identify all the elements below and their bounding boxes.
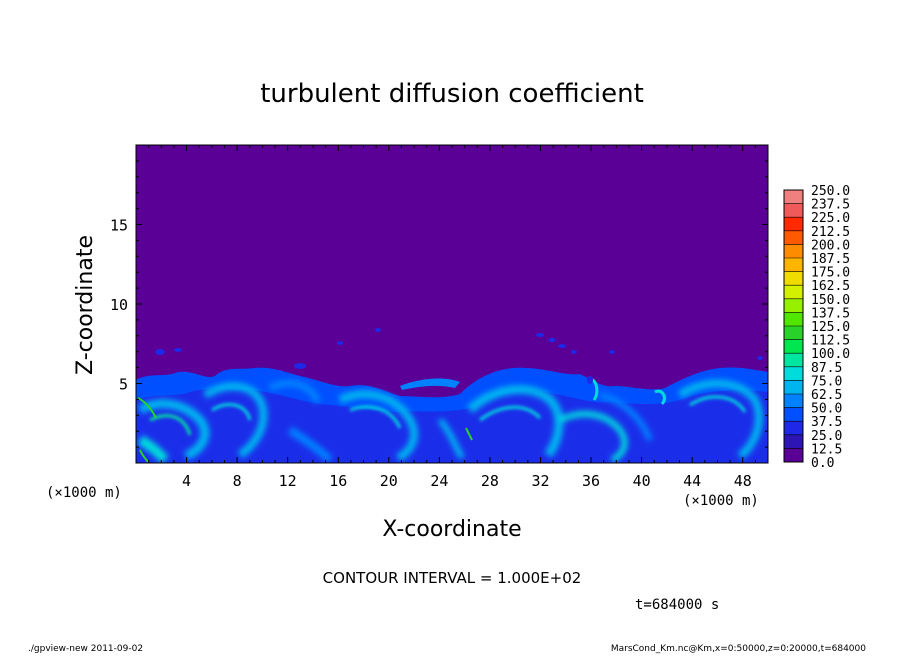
colorbar-label: 250.0 (811, 184, 850, 199)
contour-interval: CONTOUR INTERVAL = 1.000E+02 (323, 569, 582, 587)
y-unit-note: (×1000 m) (46, 485, 122, 501)
x-tick-label: 24 (430, 472, 448, 490)
upper-patches (155, 328, 763, 384)
colorbar-swatch (784, 217, 803, 232)
x-axis: 4 8 12 16 20 24 28 32 36 40 44 48 (135, 145, 769, 490)
x-tick-label: 28 (481, 472, 499, 490)
colorbar-swatch (784, 353, 803, 368)
colorbar-swatch (784, 339, 803, 354)
colorbar-label: 0.0 (811, 456, 834, 471)
colorbar-label: 125.0 (811, 320, 850, 335)
colorbar-label: 137.5 (811, 306, 850, 321)
colorbar-swatch (784, 326, 803, 341)
colorbar-label: 150.0 (811, 293, 850, 308)
colorbar-swatch (784, 203, 803, 218)
y-tick-label: 10 (110, 296, 128, 314)
x-tick-label: 20 (380, 472, 398, 490)
colorbar-swatch (784, 394, 803, 409)
x-unit-note: (×1000 m) (683, 493, 759, 509)
colorbar-swatch (784, 312, 803, 327)
time-label: t=684000 s (635, 597, 719, 613)
plot-area (136, 145, 768, 463)
colorbar-label: 100.0 (811, 347, 850, 362)
chart-title: turbulent diffusion coefficient (260, 79, 644, 109)
y-tick-label: 5 (119, 376, 128, 394)
colorbar-swatch (784, 421, 803, 436)
colorbar-label: 212.5 (811, 225, 850, 240)
colorbar-swatch (784, 380, 803, 395)
colorbar-swatch (784, 230, 803, 245)
y-axis-label: Z-coordinate (73, 235, 98, 375)
colorbar-label: 187.5 (811, 252, 850, 267)
colorbar-label: 50.0 (811, 402, 842, 417)
footer-right: MarsCond_Km.nc@Km,x=0:50000,z=0:20000,t=… (611, 644, 866, 654)
x-tick-label: 8 (233, 472, 242, 490)
colorbar-swatch (784, 271, 803, 286)
colorbar-swatch (784, 244, 803, 259)
colorbar-swatch (784, 285, 803, 300)
colorbar-swatch (784, 407, 803, 422)
colorbar-label: 237.5 (811, 198, 850, 213)
x-axis-label: X-coordinate (382, 517, 521, 542)
colorbar-swatch (784, 298, 803, 313)
colorbar-label: 175.0 (811, 266, 850, 281)
colorbar-label: 225.0 (811, 211, 850, 226)
colorbar: 250.0237.5225.0212.5200.0187.5175.0162.5… (783, 184, 850, 471)
colorbar-label: 12.5 (811, 442, 842, 457)
y-axis: 5 10 15 (110, 144, 768, 464)
colorbar-label: 200.0 (811, 238, 850, 253)
colorbar-swatch (784, 190, 803, 205)
colorbar-label: 112.5 (811, 334, 850, 349)
colorbar-swatch (784, 258, 803, 273)
x-tick-label: 48 (734, 472, 752, 490)
colorbar-label: 75.0 (811, 374, 842, 389)
footer-left: ./gpview-new 2011-09-02 (28, 644, 143, 654)
colorbar-label: 87.5 (811, 361, 842, 376)
x-tick-label: 16 (329, 472, 347, 490)
colorbar-swatch (784, 366, 803, 381)
x-tick-label: 32 (531, 472, 549, 490)
x-tick-label: 12 (279, 472, 297, 490)
x-tick-label: 36 (582, 472, 600, 490)
colorbar-label: 162.5 (811, 279, 850, 294)
colorbar-label: 25.0 (811, 429, 842, 444)
colorbar-swatch (784, 434, 803, 449)
y-tick-label: 15 (110, 217, 128, 235)
x-tick-label: 4 (182, 472, 191, 490)
x-tick-label: 44 (683, 472, 701, 490)
turbulent-mixed-layer (136, 367, 768, 463)
x-tick-label: 40 (633, 472, 651, 490)
colorbar-swatch (784, 448, 803, 463)
colorbar-label: 37.5 (811, 415, 842, 430)
colorbar-label: 62.5 (811, 388, 842, 403)
